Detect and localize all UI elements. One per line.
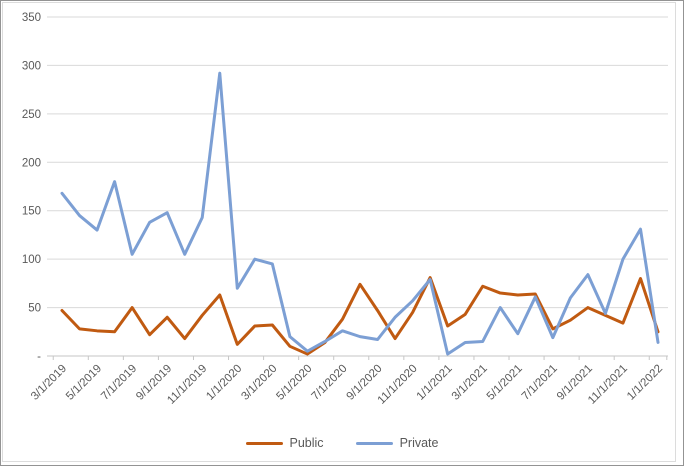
x-axis-tick-label: 7/1/2021 bbox=[520, 363, 560, 403]
y-axis-tick-label: 350 bbox=[22, 12, 41, 24]
y-axis-tick-label: - bbox=[37, 351, 41, 363]
x-axis-tick-label: 7/1/2019 bbox=[99, 363, 139, 403]
x-axis-tick-label: 1/1/2021 bbox=[415, 363, 455, 403]
y-axis-tick-label: 300 bbox=[22, 60, 41, 72]
y-axis-tick-label: 250 bbox=[22, 109, 41, 121]
legend-item-private[interactable]: Private bbox=[355, 435, 439, 450]
legend: Public Private bbox=[1, 433, 683, 453]
x-axis-tick-label: 5/1/2021 bbox=[485, 363, 525, 403]
y-axis-tick-label: 150 bbox=[22, 206, 41, 218]
x-axis-tick-label: 1/1/2020 bbox=[204, 363, 244, 403]
legend-label-private: Private bbox=[399, 435, 439, 450]
x-axis-tick-label: 3/1/2020 bbox=[239, 363, 279, 403]
series-line-private[interactable] bbox=[60, 71, 660, 356]
x-axis-tick-label: 1/1/2022 bbox=[625, 363, 665, 403]
legend-swatch-private-line bbox=[355, 441, 393, 445]
legend-label-public: Public bbox=[289, 435, 324, 450]
x-axis-tick-label: 5/1/2020 bbox=[274, 363, 314, 403]
x-axis-tick-label: 5/1/2019 bbox=[64, 363, 104, 403]
y-axis-tick-label: 50 bbox=[28, 303, 41, 315]
x-axis-tick-label: 3/1/2021 bbox=[450, 363, 490, 403]
y-axis-tick-label: 200 bbox=[22, 157, 41, 169]
series-line-public[interactable] bbox=[60, 276, 660, 356]
x-axis-tick-label: 3/1/2019 bbox=[29, 363, 69, 403]
legend-item-public[interactable]: Public bbox=[245, 435, 324, 450]
legend-swatch-public-line bbox=[245, 441, 283, 445]
x-axis-tick-label: 7/1/2020 bbox=[309, 363, 349, 403]
y-axis-tick-label: 100 bbox=[22, 254, 41, 266]
